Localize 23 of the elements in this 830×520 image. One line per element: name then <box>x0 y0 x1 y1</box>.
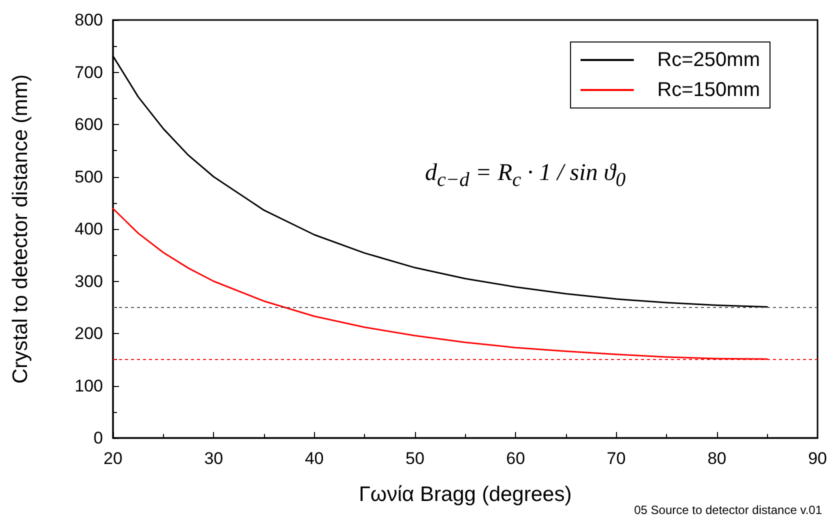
y-tick-label: 400 <box>74 220 103 238</box>
y-tick-label: 300 <box>74 272 103 291</box>
y-tick-label: 100 <box>74 376 103 396</box>
x-tick-label: 20 <box>104 449 122 468</box>
legend-label: Rc=250mm <box>657 49 760 71</box>
y-tick-label: 600 <box>74 115 103 134</box>
y-tick-label: 700 <box>74 62 103 82</box>
y-axis-title: Crystal to detector distance (mm) <box>9 74 32 384</box>
annotation: d$_{c−d}$ = R$_{c}$ · 1 / sin ϑ$_{0}$ <box>425 160 626 192</box>
y-tick-label: 0 <box>94 428 103 448</box>
legend-label: Rc=150mm <box>657 79 760 101</box>
x-tick-label: 70 <box>606 449 626 468</box>
y-tick-label: 800 <box>74 10 103 30</box>
x-tick-label: 80 <box>707 449 726 468</box>
x-tick-label: 30 <box>204 449 224 468</box>
x-tick-label: 90 <box>808 449 828 468</box>
x-tick-label: 40 <box>304 449 324 468</box>
x-tick-label: 60 <box>506 449 526 468</box>
text: 05 Source to detector distance v.01 <box>634 503 822 517</box>
x-tick-label: 50 <box>405 449 424 468</box>
x-axis-title: Γωνία Bragg (degrees) <box>358 483 572 506</box>
y-tick-label: 200 <box>74 324 103 343</box>
y-tick-label: 500 <box>74 167 103 186</box>
